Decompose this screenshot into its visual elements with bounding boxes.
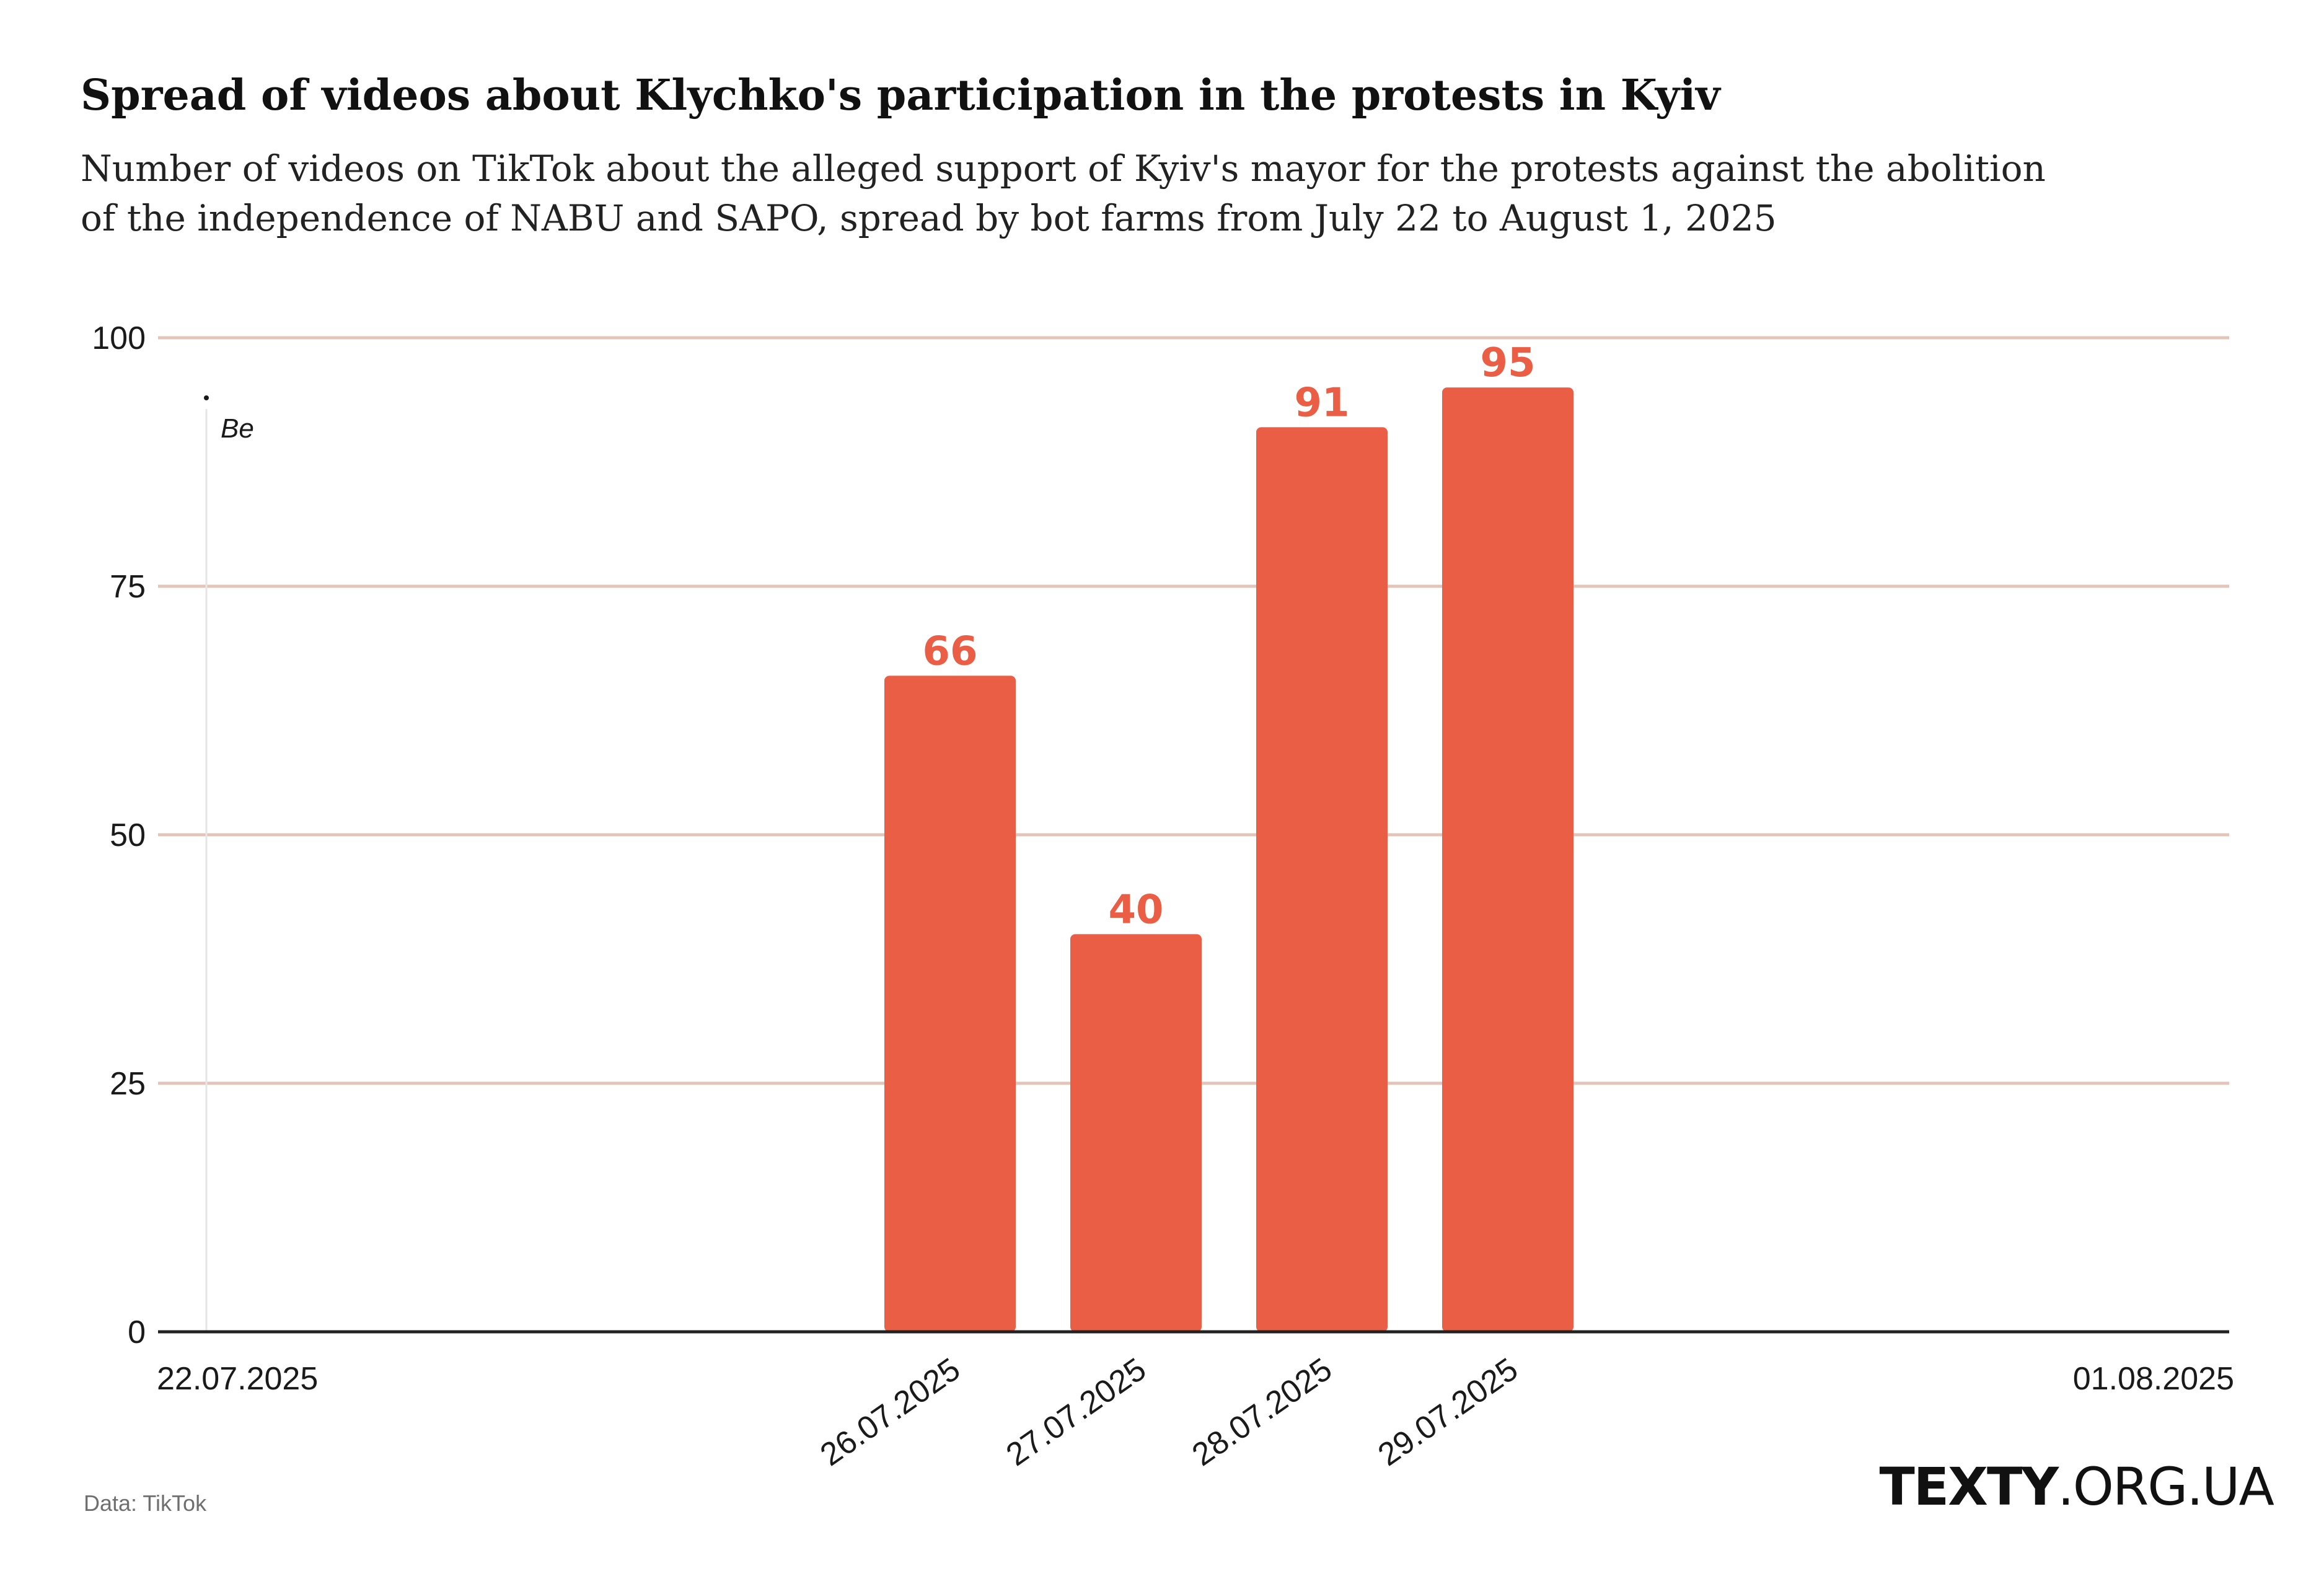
x-axis-end-label: 01.08.2025 [2073, 1361, 2234, 1397]
chart-subtitle-line-2: of the independence of NABU and SAPO, sp… [81, 197, 1777, 239]
y-tick-label: 100 [92, 320, 146, 356]
brand-logo[interactable]: TEXTY.ORG.UA [1880, 1456, 2274, 1517]
bar [884, 675, 1016, 1332]
chart-subtitle: Number of videos on TikTok about the all… [81, 144, 2188, 243]
y-tick-label: 75 [110, 569, 146, 605]
bar-value-label: 66 [922, 628, 977, 674]
bar-value-label: 91 [1294, 380, 1349, 426]
x-tick-label: 28.07.2025 [1186, 1351, 1338, 1473]
source-note: Data: TikTok [84, 1490, 207, 1516]
annotation-label: Be [221, 413, 254, 444]
bar [1442, 387, 1574, 1332]
bar [1070, 934, 1202, 1332]
data-labels: 66 40 91 95 [922, 340, 1535, 933]
x-tick-label: 27.07.2025 [1000, 1351, 1152, 1473]
bar-value-label: 95 [1480, 340, 1535, 386]
y-tick-label: 50 [110, 817, 146, 853]
brand-logo-rest: .ORG.UA [2058, 1456, 2274, 1517]
y-tick-label: 0 [128, 1314, 146, 1350]
bars [884, 387, 1574, 1332]
y-axis-ticks: 0 25 50 75 100 [92, 320, 146, 1350]
annotation-dot [204, 395, 209, 400]
x-tick-label: 29.07.2025 [1371, 1351, 1524, 1473]
gridlines [158, 336, 2229, 1085]
chart-subtitle-line-1: Number of videos on TikTok about the all… [81, 147, 2046, 190]
bar [1256, 427, 1388, 1332]
x-tick-label: 26.07.2025 [814, 1351, 966, 1473]
y-tick-label: 25 [110, 1066, 146, 1102]
x-axis-start-label: 22.07.2025 [157, 1361, 318, 1397]
x-axis-ticks: 26.07.2025 27.07.2025 28.07.2025 29.07.2025… [157, 1351, 2234, 1473]
chart-title: Spread of videos about Klychko's partici… [81, 71, 1720, 120]
annotation-layer: Be [204, 395, 254, 1332]
bar-value-label: 40 [1108, 887, 1163, 933]
brand-logo-bold: TEXTY [1879, 1456, 2059, 1517]
